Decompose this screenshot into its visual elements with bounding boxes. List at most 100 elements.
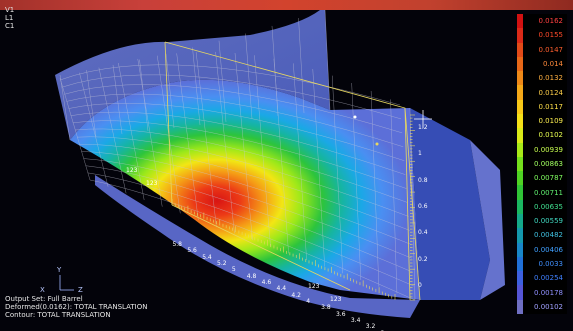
mesh-line (254, 55, 271, 247)
legend-swatch (517, 71, 523, 86)
legend-swatch (517, 156, 523, 172)
mesh-line (351, 82, 362, 281)
mesh-line (215, 51, 235, 234)
bounding-frame (164, 41, 421, 301)
legend-row: 0.00178 (517, 285, 567, 300)
legend-row: 0.00939 (517, 142, 567, 157)
mesh-line (118, 62, 145, 201)
scale-a-tick-label: 3 (381, 330, 385, 331)
legend-value: 0.00178 (534, 288, 563, 297)
legend-swatch (517, 299, 523, 314)
legend-value: 0.00559 (534, 217, 563, 226)
mesh-line (79, 72, 109, 187)
output-info: Output Set: Full Barrel Deformed(0.0162)… (5, 295, 147, 319)
scale-a-tick-label: 5.8 (172, 240, 182, 248)
mesh-line (70, 111, 406, 175)
scale-a-tick-label: 4.2 (291, 291, 301, 299)
legend-value: 0.0102 (538, 131, 564, 140)
output-set-line: Output Set: Full Barrel (5, 295, 83, 303)
scale-b-tick-label: 1.2 (418, 124, 428, 131)
legend-value: 0.0147 (538, 45, 564, 54)
view-identifiers: V1 L1 C1 (5, 6, 14, 30)
scale-b-tick-label: 0.4 (418, 229, 428, 237)
axis-triad-icon (59, 275, 74, 291)
mesh-line (370, 90, 380, 287)
node-marker (353, 115, 357, 119)
mesh-line (195, 52, 217, 227)
legend-value: 0.00787 (534, 174, 563, 183)
legend-row: 0.0102 (517, 128, 567, 143)
legend-swatch (517, 14, 523, 29)
legend-value: 0.0132 (538, 74, 564, 83)
legend-swatch (517, 171, 523, 186)
legend-swatch (517, 56, 523, 72)
legend-row: 0.00406 (517, 242, 567, 257)
legend-row: 0.00254 (517, 271, 567, 286)
legend-swatch (517, 285, 523, 300)
legend-row: 0.00711 (517, 185, 567, 200)
mesh-node-label: 123 (126, 167, 138, 174)
legend-row: 0.0132 (517, 71, 567, 86)
mesh-line (98, 67, 127, 194)
scale-a-tick-label: 4 (306, 297, 311, 305)
right-inner-face (410, 108, 490, 300)
mesh-line (87, 172, 415, 287)
legend-row: 0.00863 (517, 156, 567, 172)
legend-value: 0.00254 (534, 274, 563, 283)
mesh-line (62, 74, 402, 120)
mesh-line (59, 64, 401, 106)
scale-a-tick-label: 4.8 (246, 272, 257, 280)
mesh-line (176, 53, 199, 221)
node-marker-2 (375, 142, 379, 146)
legend-swatch (517, 85, 523, 100)
legend-swatch (517, 28, 523, 43)
scale-ruler-b (410, 114, 415, 301)
mesh-line (77, 136, 409, 217)
crosshair-cursor-icon[interactable] (414, 110, 432, 128)
legend-row: 0.00787 (517, 171, 567, 186)
legend-value: 0.0124 (538, 88, 564, 97)
legend-value: 0.0162 (538, 17, 564, 26)
view-id-line: V1 (5, 6, 15, 14)
legend-swatch (517, 114, 523, 129)
legend-row: 0.00559 (517, 214, 567, 229)
scale-a-tick-label: 4.6 (261, 278, 272, 286)
legend-swatch (517, 185, 523, 200)
legend-row: 0.00482 (517, 228, 567, 243)
mesh-line (72, 120, 407, 189)
axis-y-label: Y (57, 266, 62, 274)
legend-row: 0.0109 (517, 114, 567, 129)
legend-row: 0.0155 (517, 28, 567, 43)
legend-value: 0.0109 (538, 117, 564, 126)
axis-x-label: X (40, 286, 45, 294)
mesh-line (218, 40, 227, 123)
layer-id-line: L1 (5, 14, 14, 22)
scale-a-tick-label: 3.8 (321, 304, 331, 312)
legend-row: 0.00635 (517, 199, 567, 214)
legend-value: 0.014 (542, 59, 563, 68)
legend-swatch (517, 242, 523, 257)
top-title-strip (0, 0, 573, 10)
mesh-node-label: 123 (308, 283, 320, 290)
legend-swatch (517, 142, 523, 157)
legend-value: 0.0033 (538, 259, 564, 268)
mesh-line (390, 99, 398, 294)
deformed-line: Deformed(0.0162): TOTAL TRANSLATION (5, 303, 148, 311)
color-id-line: C1 (5, 22, 15, 30)
mesh-line (137, 58, 163, 207)
mesh-line (79, 144, 410, 231)
right-edge-strip (470, 140, 505, 300)
mesh-line (293, 63, 307, 261)
mesh-line (64, 84, 403, 134)
mesh-line (165, 53, 175, 129)
mesh-line (59, 77, 91, 181)
mesh-node-label: 123 (146, 180, 158, 187)
legend-swatch (517, 271, 523, 286)
mesh-line (245, 33, 253, 120)
legend-swatch (517, 42, 523, 57)
legend-swatch (517, 256, 523, 272)
contour-legend: 0.0162 0.0155 0.0147 0.014 0.0132 0.0124 0.011… (517, 14, 567, 314)
mesh-line (85, 165, 413, 273)
